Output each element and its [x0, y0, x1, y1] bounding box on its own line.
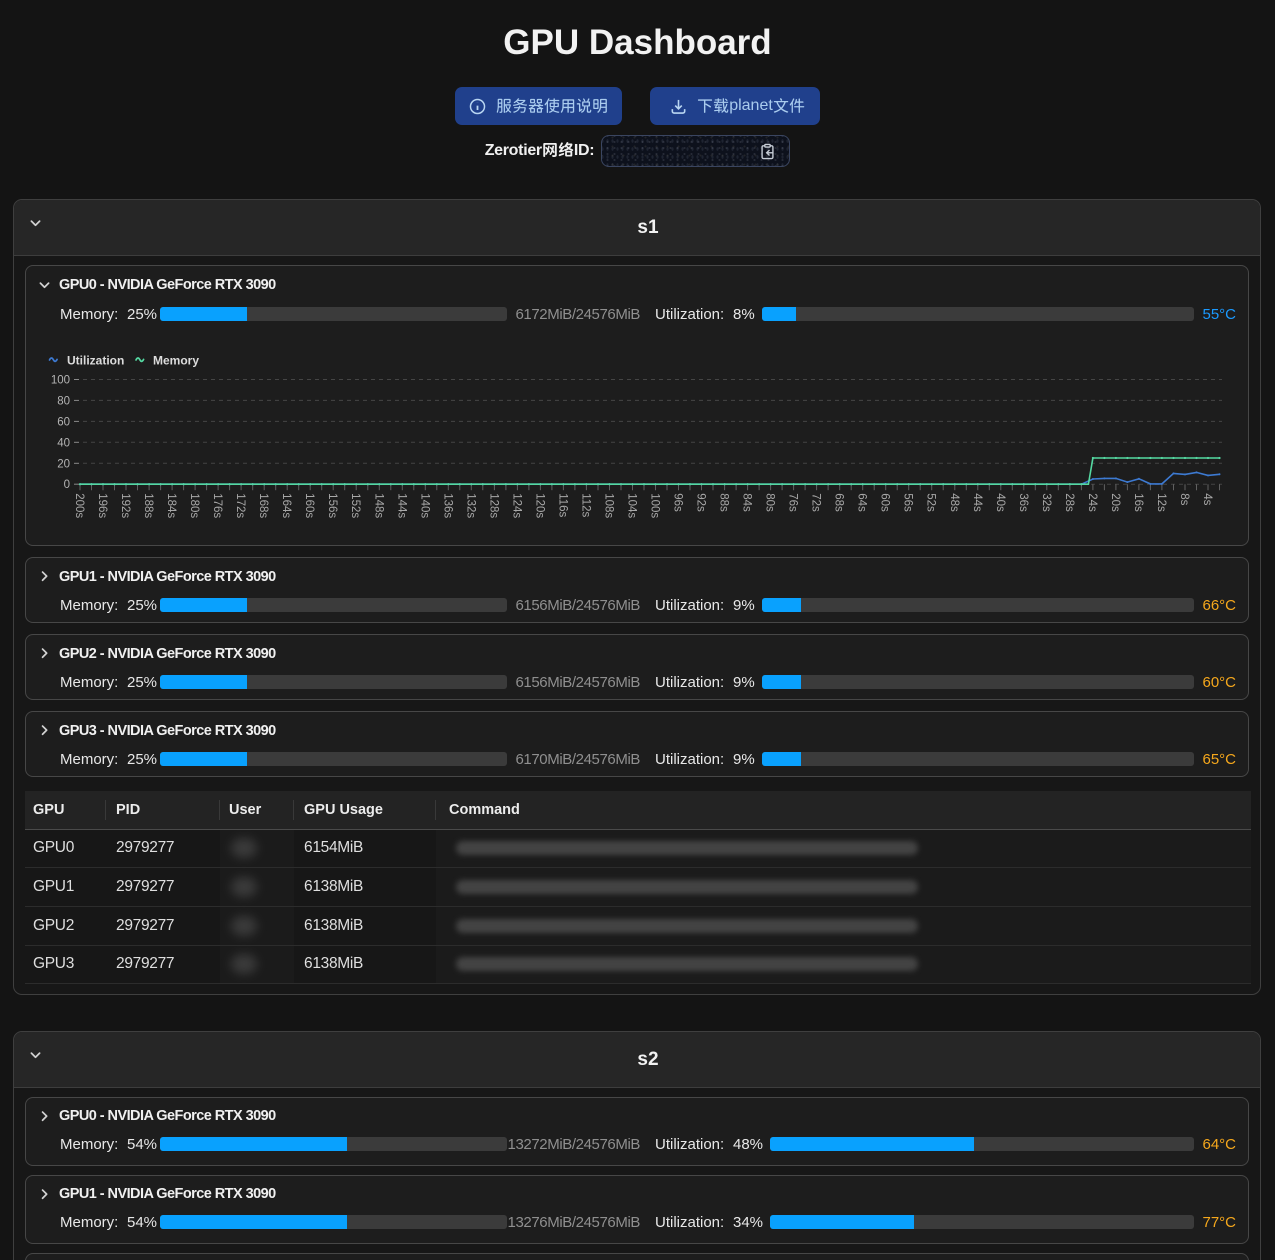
svg-text:28s: 28s [1063, 493, 1075, 512]
svg-text:184s: 184s [165, 493, 177, 518]
svg-text:92s: 92s [695, 493, 707, 512]
svg-text:56s: 56s [902, 493, 914, 512]
svg-text:136s: 136s [441, 493, 453, 518]
svg-text:104s: 104s [626, 493, 638, 518]
svg-text:40s: 40s [994, 493, 1006, 512]
svg-text:140s: 140s [418, 493, 430, 518]
svg-text:84s: 84s [741, 493, 753, 512]
svg-text:176s: 176s [211, 493, 223, 518]
svg-text:100s: 100s [649, 493, 661, 518]
svg-text:96s: 96s [672, 493, 684, 512]
svg-text:124s: 124s [510, 493, 522, 518]
svg-text:116s: 116s [556, 493, 568, 517]
svg-text:132s: 132s [464, 493, 476, 518]
svg-text:12s: 12s [1155, 493, 1167, 512]
svg-text:20: 20 [57, 458, 70, 470]
svg-text:60: 60 [57, 416, 70, 428]
svg-text:Utilization: Utilization [67, 354, 124, 368]
svg-text:44s: 44s [971, 493, 983, 512]
svg-text:100: 100 [51, 375, 70, 387]
svg-text:120s: 120s [533, 493, 545, 518]
svg-text:192s: 192s [119, 493, 131, 518]
svg-text:200s: 200s [73, 493, 85, 518]
svg-text:164s: 164s [280, 493, 292, 518]
svg-text:Memory: Memory [153, 354, 199, 368]
svg-text:168s: 168s [257, 493, 269, 518]
svg-text:24s: 24s [1086, 493, 1098, 512]
svg-text:0: 0 [64, 479, 70, 491]
svg-text:180s: 180s [188, 493, 200, 518]
svg-text:72s: 72s [810, 493, 822, 512]
svg-text:40: 40 [57, 437, 70, 449]
svg-text:172s: 172s [234, 493, 246, 518]
svg-text:128s: 128s [487, 493, 499, 518]
svg-text:156s: 156s [326, 493, 338, 518]
svg-text:152s: 152s [349, 493, 361, 518]
svg-text:64s: 64s [856, 493, 868, 512]
svg-text:112s: 112s [579, 493, 591, 517]
svg-text:80: 80 [57, 395, 70, 407]
svg-text:144s: 144s [395, 493, 407, 518]
svg-text:60s: 60s [879, 493, 891, 512]
svg-text:88s: 88s [718, 493, 730, 512]
svg-text:20s: 20s [1109, 493, 1121, 512]
svg-text:48s: 48s [948, 493, 960, 512]
svg-text:8s: 8s [1178, 493, 1190, 505]
svg-text:16s: 16s [1132, 493, 1144, 512]
svg-text:52s: 52s [925, 493, 937, 512]
svg-text:188s: 188s [142, 493, 154, 518]
svg-text:108s: 108s [603, 493, 615, 518]
svg-text:196s: 196s [96, 493, 108, 518]
svg-text:4s: 4s [1201, 493, 1213, 505]
svg-text:36s: 36s [1017, 493, 1029, 512]
svg-text:32s: 32s [1040, 493, 1052, 512]
svg-text:80s: 80s [764, 493, 776, 512]
svg-text:160s: 160s [303, 493, 315, 518]
svg-text:76s: 76s [787, 493, 799, 512]
svg-text:148s: 148s [372, 493, 384, 518]
svg-text:68s: 68s [833, 493, 845, 512]
